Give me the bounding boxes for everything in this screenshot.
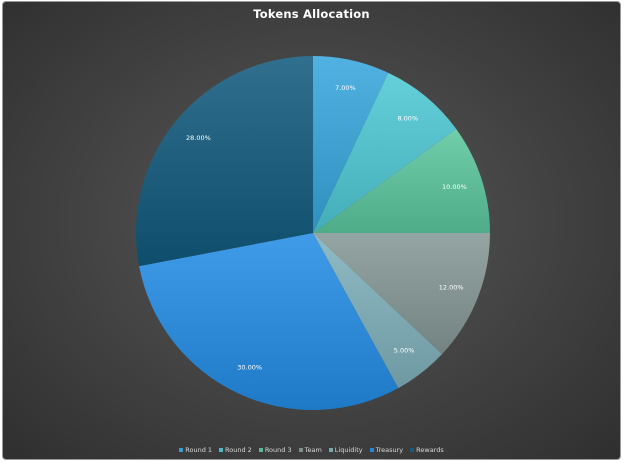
- legend-swatch: [179, 448, 184, 452]
- data-label-rewards: 28.00%: [186, 134, 211, 142]
- legend-label: Treasury: [375, 446, 404, 454]
- legend-label: Round 2: [225, 446, 252, 454]
- legend-item-treasury: Treasury: [369, 446, 404, 454]
- pie-slice-round-3: [313, 128, 490, 233]
- data-label-team: 12.00%: [439, 284, 464, 292]
- legend-label: Rewards: [416, 446, 444, 454]
- legend-label: Team: [304, 446, 322, 454]
- legend-label: Liquidity: [334, 446, 363, 454]
- legend-swatch: [369, 448, 374, 452]
- legend-swatch: [219, 448, 224, 452]
- legend-item-liquidity: Liquidity: [328, 446, 363, 454]
- legend-swatch: [258, 448, 263, 452]
- legend-item-round-1: Round 1: [179, 446, 212, 454]
- legend-swatch: [410, 448, 415, 452]
- pie-slice-team: [313, 233, 490, 355]
- legend-item-rewards: Rewards: [410, 446, 444, 454]
- legend-item-round-2: Round 2: [219, 446, 252, 454]
- data-label-treasury: 30.00%: [237, 364, 262, 372]
- pie-slice-liquidity: [313, 233, 443, 389]
- data-label-round-1: 7.00%: [335, 84, 356, 92]
- data-label-liquidity: 5.00%: [394, 347, 415, 355]
- legend-item-team: Team: [298, 446, 322, 454]
- pie-slice-treasury: [139, 233, 399, 411]
- pie-slice-round-2: [313, 72, 457, 233]
- legend-swatch: [298, 448, 303, 452]
- chart-title: Tokens Allocation: [253, 7, 370, 21]
- legend-swatch: [328, 448, 333, 452]
- pie-slice-rewards: [136, 56, 313, 267]
- data-label-round-3: 10.00%: [442, 183, 467, 191]
- legend-label: Round 3: [264, 446, 292, 454]
- chart-legend: Round 1 Round 2 Round 3 Team Liquidity Treasu…: [3, 446, 620, 454]
- legend-item-round-3: Round 3: [258, 446, 292, 454]
- data-label-round-2: 8.00%: [397, 114, 418, 122]
- pie-chart: 7.00% 8.00% 10.00% 12.00% 5.00% 30.00% 28.00%: [136, 56, 490, 411]
- pie-slice-round-1: [313, 56, 389, 233]
- legend-label: Round 1: [185, 446, 213, 454]
